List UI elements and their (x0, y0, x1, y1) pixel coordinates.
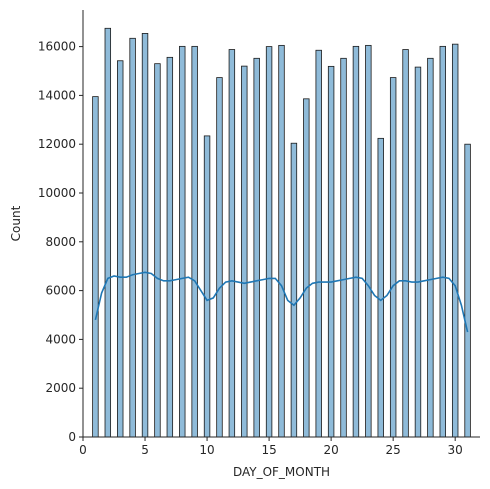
bar-day-18 (303, 98, 310, 438)
bar-day-30 (451, 43, 459, 438)
kde-group (94, 271, 469, 333)
bar-day-21 (340, 57, 347, 438)
bar-day-19 (315, 49, 322, 438)
x-tick-label: 0 (79, 443, 87, 457)
bar-day-25 (389, 77, 397, 438)
y-tick-label: 6000 (45, 284, 76, 298)
bar-day-20 (327, 65, 335, 438)
bar-day-12 (228, 49, 236, 438)
bar-day-13 (241, 65, 248, 438)
y-tick-label: 14000 (38, 88, 76, 102)
x-ticks-group: 0 5 10 15 20 25 30 (79, 437, 463, 457)
bar-day-24 (377, 137, 384, 438)
bar-day-29 (439, 45, 446, 438)
bar-day-15 (265, 46, 273, 438)
bars-group (92, 27, 471, 438)
y-tick-label: 12000 (38, 137, 76, 151)
kde-line (94, 271, 469, 333)
x-tick-label: 15 (261, 443, 276, 457)
bar-day-28 (427, 57, 434, 438)
bar-day-16 (278, 44, 285, 438)
bar-day-14 (253, 57, 260, 438)
bar-day-8 (179, 45, 186, 438)
y-axis-title: Count (9, 205, 23, 241)
bar-day-23 (365, 44, 372, 438)
bar-day-17 (290, 142, 298, 438)
x-tick-label: 20 (323, 443, 338, 457)
x-tick-label: 25 (386, 443, 401, 457)
y-tick-label: 2000 (45, 381, 76, 395)
y-tick-label: 16000 (38, 40, 76, 54)
bar-day-4 (129, 37, 136, 438)
bar-day-2 (104, 27, 112, 438)
bar-day-6 (154, 63, 161, 438)
bar-day-31 (464, 143, 471, 438)
bar-day-5 (141, 33, 149, 438)
bar-day-10 (203, 135, 211, 438)
bar-day-7 (166, 56, 174, 438)
bar-day-1 (92, 96, 99, 438)
y-ticks-group: 0 2000 4000 6000 8000 10000 12000 14000 16000 (38, 40, 83, 444)
bar-day-26 (402, 49, 409, 438)
bar-day-11 (216, 77, 223, 438)
bar-day-3 (117, 60, 124, 438)
y-tick-label: 4000 (45, 332, 76, 346)
x-tick-label: 30 (448, 443, 463, 457)
y-tick-label: 8000 (45, 235, 76, 249)
bar-day-9 (191, 45, 198, 438)
y-tick-label: 10000 (38, 186, 76, 200)
y-tick-label: 0 (68, 430, 76, 444)
bar-day-22 (352, 45, 360, 438)
x-tick-label: 5 (141, 443, 149, 457)
x-tick-label: 10 (199, 443, 214, 457)
x-axis-title: DAY_OF_MONTH (233, 465, 330, 479)
bar-day-27 (414, 66, 422, 438)
axes-group (82, 10, 480, 438)
